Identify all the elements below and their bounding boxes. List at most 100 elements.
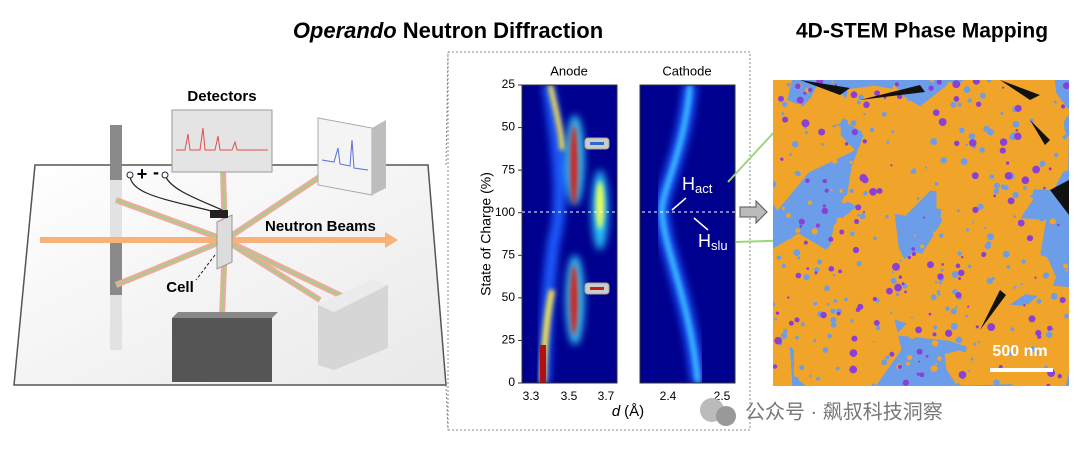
blue-speck [1021, 259, 1026, 264]
orange-speck [831, 328, 839, 336]
purple-speck [794, 317, 800, 323]
crack [800, 80, 850, 95]
blue-speck [977, 203, 984, 210]
orange-speck [1047, 80, 1050, 83]
blue-speck [859, 213, 866, 220]
purple-speck [932, 332, 937, 337]
purple-speck [806, 267, 810, 271]
blue-speck [1014, 287, 1019, 291]
purple-speck [851, 129, 858, 136]
purple-speck [1059, 296, 1066, 304]
orange-speck [1059, 349, 1064, 354]
orange-speck [1029, 118, 1034, 123]
purple-speck [928, 85, 934, 91]
orange-speck [965, 143, 968, 147]
orange-speck [930, 80, 935, 83]
blue-speck [998, 102, 1002, 105]
orange-speck [1049, 218, 1056, 225]
blue-speck [881, 111, 887, 117]
orange-speck [906, 164, 913, 171]
orange-speck [866, 238, 873, 246]
orange-speck [938, 281, 942, 285]
orange-speck [797, 165, 802, 170]
orange-speck [974, 331, 978, 336]
orange-speck [773, 181, 777, 188]
purple-speck [972, 206, 979, 214]
orange-speck [983, 226, 987, 229]
y-tick-label: 50 [502, 290, 516, 304]
blue-speck [830, 188, 833, 191]
purple-speck [850, 91, 858, 99]
detector-bar [110, 240, 122, 295]
purple-speck [961, 255, 964, 259]
blue-speck [796, 103, 802, 109]
blue-speck [950, 102, 957, 108]
crack [980, 290, 1006, 330]
orange-speck [1061, 337, 1064, 340]
blue-speck [781, 263, 786, 268]
diffraction-title: Operando Neutron Diffraction [293, 18, 603, 43]
orange-speck [827, 333, 832, 339]
blue-speck [776, 255, 782, 260]
orange-speck [1063, 263, 1069, 269]
blue-speck [926, 273, 930, 276]
x-tick-label: 3.3 [523, 389, 540, 403]
purple-speck [1047, 325, 1053, 331]
purple-speck [873, 319, 880, 326]
blue-speck [856, 100, 861, 105]
orange-speck [1038, 314, 1043, 319]
purple-speck [852, 246, 860, 254]
orange-speck [836, 257, 842, 264]
blue-speck [826, 302, 830, 306]
cell-connector [210, 210, 228, 218]
orange-speck [947, 82, 951, 85]
blue-speck [935, 362, 938, 365]
purple-speck [1046, 383, 1051, 386]
orange-speck [989, 332, 994, 337]
blue-speck [899, 259, 902, 262]
orange-speck [956, 220, 960, 223]
orange-speck [910, 316, 913, 319]
orange-speck [816, 376, 821, 381]
blue-speck [793, 376, 799, 383]
title-italic: Operando [293, 18, 397, 43]
blue-speck [936, 290, 941, 294]
orange-speck [1034, 350, 1039, 355]
blue-speck [957, 102, 962, 107]
purple-speck [1060, 104, 1066, 109]
orange-speck [1045, 123, 1051, 130]
purple-speck [822, 178, 828, 184]
blue-speck [843, 195, 849, 201]
purple-speck [803, 91, 807, 95]
wire [129, 174, 216, 213]
purple-speck [901, 282, 905, 286]
purple-speck [1021, 176, 1030, 185]
purple-speck [975, 101, 982, 107]
blue-speck [773, 96, 779, 102]
blue-speck [1066, 298, 1069, 302]
x-tick-label: 3.7 [598, 389, 615, 403]
arrowhead [385, 232, 398, 248]
blue-speck [793, 263, 801, 271]
purple-speck [886, 287, 893, 295]
blue-speck [783, 354, 787, 357]
blue-speck [935, 280, 938, 284]
orange-speck [986, 278, 993, 285]
orange-speck [1065, 269, 1069, 272]
orange-speck [973, 342, 976, 346]
wechat-icon [716, 406, 736, 426]
blue-speck [898, 102, 901, 105]
blue-speck [970, 357, 974, 361]
orange-speck [1040, 164, 1044, 168]
orange-speck [1050, 209, 1056, 215]
orange-speck [786, 213, 791, 218]
orange-speck [931, 340, 939, 347]
orange-speck [773, 167, 778, 174]
orange-speck [1012, 140, 1015, 144]
purple-speck [1056, 223, 1060, 227]
blue-speck [923, 116, 929, 122]
orange-speck [1030, 112, 1034, 115]
blue-speck [788, 196, 795, 203]
blue-speck [789, 236, 792, 240]
